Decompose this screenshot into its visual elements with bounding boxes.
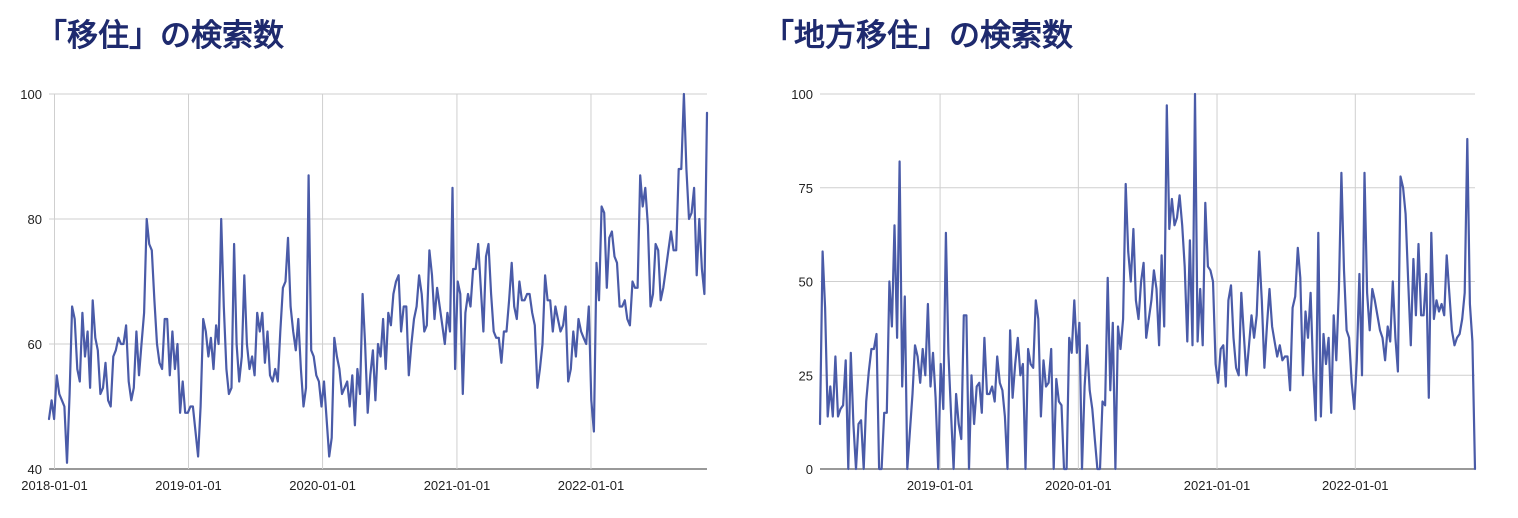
y-tick-label: 80 — [28, 212, 42, 227]
y-tick-label: 0 — [806, 462, 813, 477]
y-tick-label: 60 — [28, 337, 42, 352]
y-tick-label: 75 — [799, 181, 813, 196]
line-chart-regional-migration-searches: 0 25 50 75 100 2019-01-01 2020-01-01 2021-01-01… — [791, 87, 1477, 493]
chart-title: 「地方移住」の検索数 — [763, 18, 1073, 54]
chart-panel-migration: 「移住」の検索数 40 60 80 100 2018-01-01 2019-01-01 20… — [20, 18, 709, 493]
y-tick-label: 50 — [799, 275, 813, 290]
data-series-line — [818, 92, 1477, 471]
x-tick-label: 2020-01-01 — [1045, 478, 1112, 493]
x-tick-label: 2018-01-01 — [21, 478, 88, 493]
x-tick-label: 2021-01-01 — [424, 478, 491, 493]
x-tick-label: 2019-01-01 — [907, 478, 974, 493]
x-tick-label: 2019-01-01 — [155, 478, 222, 493]
line-chart-migration-searches: 40 60 80 100 2018-01-01 2019-01-01 2020-01-01 2… — [20, 87, 709, 493]
y-tick-label: 40 — [28, 462, 42, 477]
x-tick-label: 2022-01-01 — [558, 478, 625, 493]
x-tick-label: 2022-01-01 — [1322, 478, 1389, 493]
data-series-line — [47, 92, 709, 464]
chart-title: 「移住」の検索数 — [36, 18, 284, 54]
chart-panel-regional-migration: 「地方移住」の検索数 0 25 50 75 100 2019-01-01 2020-01-0… — [759, 0, 1518, 518]
y-tick-label: 100 — [20, 87, 42, 102]
y-tick-label: 100 — [791, 87, 813, 102]
x-tick-label: 2021-01-01 — [1184, 478, 1251, 493]
x-tick-label: 2020-01-01 — [289, 478, 356, 493]
y-tick-label: 25 — [799, 368, 813, 383]
